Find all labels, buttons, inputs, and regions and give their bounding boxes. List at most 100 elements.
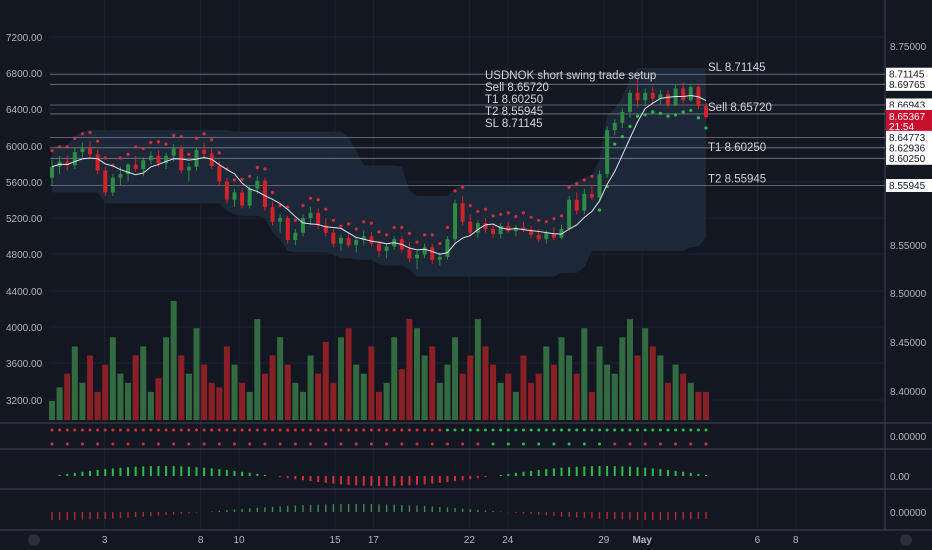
signal-dot: [445, 442, 449, 446]
trade-level-lines: [50, 73, 885, 186]
cloud-area: [52, 67, 706, 277]
candle-body: [103, 170, 108, 193]
supertrend-dot: [643, 113, 647, 117]
supertrend-dot: [354, 227, 358, 231]
signal-dot: [613, 442, 617, 446]
candle-body: [460, 203, 465, 222]
supertrend-dot: [385, 233, 389, 237]
volume-bar: [216, 387, 223, 420]
candle-body: [612, 122, 617, 131]
trade-level-label: Sell 8.65720: [708, 102, 772, 114]
price-badge-label: 8.69765: [889, 80, 926, 91]
signal-dot: [202, 428, 206, 432]
volume-bar: [315, 373, 322, 420]
volume-bar: [307, 355, 314, 420]
signal-dot: [423, 428, 427, 432]
supertrend-dot: [597, 208, 602, 212]
signal-dot: [233, 428, 237, 432]
signal-dot: [309, 442, 313, 446]
signal-dot: [582, 442, 586, 446]
supertrend-dot: [263, 167, 267, 171]
price-badge: [886, 178, 932, 192]
signal-dot: [385, 442, 389, 446]
candle-body: [491, 229, 496, 235]
volume-axis-tick: 4000.00: [6, 323, 43, 334]
supertrend-dot: [438, 242, 442, 246]
signal-dot: [552, 428, 556, 432]
volume-bar: [459, 373, 466, 420]
volume-axis-tick: 6000.00: [6, 142, 43, 153]
candle-body: [65, 161, 70, 166]
candle-body: [536, 234, 541, 240]
supertrend-dot: [58, 145, 62, 149]
volume-bar: [231, 364, 238, 420]
volume-bar: [56, 387, 63, 420]
candle-body: [133, 164, 138, 169]
signal-dot: [286, 428, 290, 432]
price-axis-tick: 8.50000: [890, 289, 927, 300]
volume-bar: [254, 319, 261, 420]
signal-dot: [461, 442, 465, 446]
signal-dot: [385, 428, 389, 432]
candle-body: [445, 239, 450, 257]
time-axis-tick: 15: [329, 535, 341, 546]
candle-body: [483, 223, 488, 229]
supertrend-dot: [286, 205, 290, 209]
signal-dot: [339, 428, 343, 432]
candle-body: [597, 174, 602, 198]
signal-dot: [248, 442, 252, 446]
volume-bar: [573, 373, 580, 420]
volume-bar: [376, 391, 382, 420]
candle-body: [316, 212, 321, 226]
signal-dot: [111, 442, 115, 446]
signal-dot: [613, 428, 617, 432]
volume-bar: [163, 337, 170, 420]
volume-bar: [467, 355, 474, 420]
volume-bar: [619, 337, 626, 420]
volume-bar: [649, 346, 656, 420]
signal-dot: [567, 442, 571, 446]
volume-bar: [687, 382, 694, 420]
supertrend-dot: [210, 138, 214, 142]
volume-bar: [155, 378, 162, 420]
time-axis-tick: 10: [233, 535, 245, 546]
supertrend-dot: [80, 132, 85, 136]
signal-dot: [461, 428, 465, 432]
supertrend-dot: [635, 114, 640, 118]
signal-dot: [598, 442, 602, 446]
signal-dot: [521, 442, 525, 446]
signal-dot: [73, 428, 77, 432]
signal-dot: [293, 428, 297, 432]
candle-body: [224, 181, 229, 200]
signal-dot: [339, 442, 343, 446]
candle-body: [521, 227, 526, 230]
supertrend-dot: [582, 178, 586, 182]
price-axis-tick: 8.40000: [890, 387, 927, 398]
volume-bar: [201, 364, 208, 420]
volume-bar: [147, 391, 154, 420]
candle-body: [247, 188, 252, 206]
time-axis-tick: May: [632, 535, 652, 546]
supertrend-dot: [590, 174, 594, 178]
candle-body: [513, 227, 518, 232]
time-axis-tick: 29: [598, 535, 610, 546]
volume-bar: [550, 364, 557, 420]
signal-dot: [96, 442, 100, 446]
supertrend-dot: [461, 185, 465, 189]
candle-body: [627, 92, 632, 112]
supertrend-dot: [628, 124, 632, 129]
supertrend-dot: [255, 165, 259, 170]
time-axis-tick: 8: [198, 535, 204, 546]
candle-body: [88, 148, 93, 155]
candle-body: [338, 237, 343, 244]
candle-body: [293, 232, 298, 240]
volume-bar: [414, 328, 421, 420]
signal-dot: [50, 428, 54, 432]
candle-body: [688, 86, 693, 101]
signal-dot: [263, 442, 267, 446]
time-axis-tick: 3: [102, 535, 108, 546]
volume-bar: [421, 355, 428, 420]
signal-dot: [400, 428, 404, 432]
supertrend-dot: [339, 224, 343, 228]
